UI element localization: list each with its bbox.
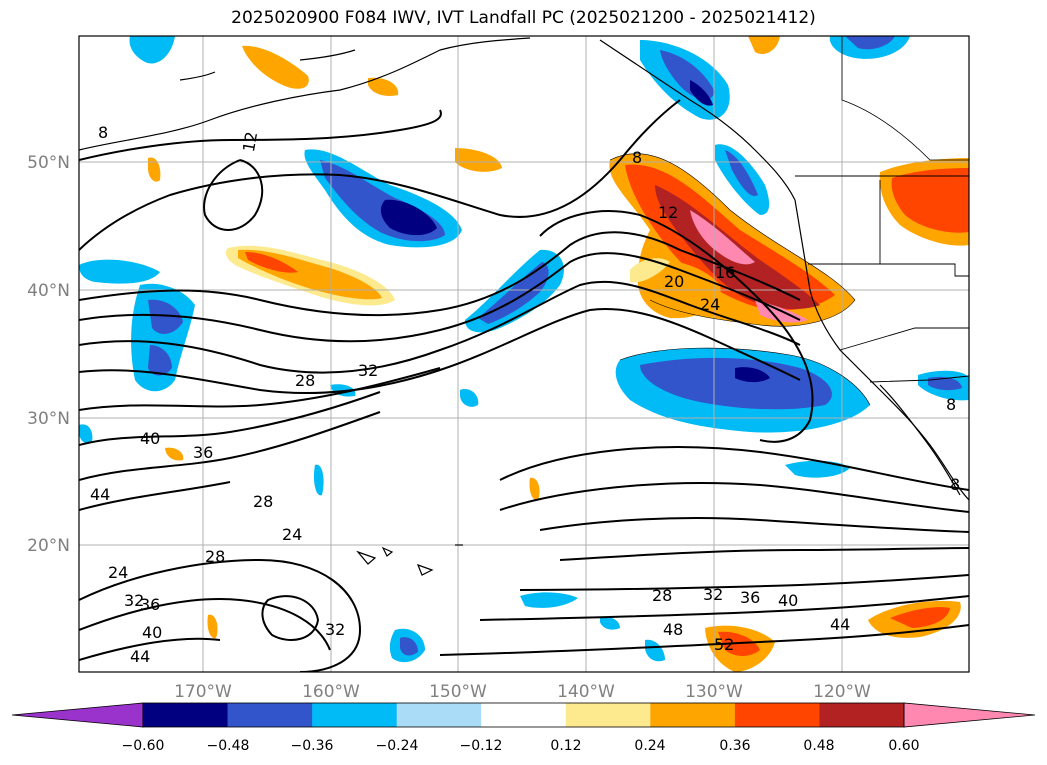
- contour-label: 40: [142, 623, 162, 642]
- contour-label: 8: [946, 395, 956, 414]
- contour-label: 48: [663, 620, 683, 639]
- contour-label: 52: [714, 635, 734, 654]
- contour-label: 16: [715, 263, 735, 282]
- lon-label-130w: 130°W: [685, 682, 743, 702]
- contour-label: 8: [632, 148, 642, 167]
- latitude-labels: 50°N 40°N 30°N 20°N: [27, 153, 70, 556]
- colorbar-tick-label: −0.24: [376, 738, 419, 754]
- iwv-contours: [79, 99, 969, 672]
- contour-label: 28: [295, 371, 315, 390]
- map-title: 2025020900 F084 IWV, IVT Landfall PC (20…: [231, 8, 816, 28]
- colorbar-segment: [312, 703, 398, 727]
- contour-label: 28: [205, 547, 225, 566]
- colorbar-segment: [481, 703, 567, 727]
- colorbar-tick-label: 0.60: [888, 738, 919, 754]
- longitude-labels: 170°W 160°W 150°W 140°W 130°W 120°W: [174, 682, 871, 702]
- lon-label-160w: 160°W: [302, 682, 360, 702]
- negative-anomaly-west: [79, 259, 160, 284]
- colorbar-segment: [819, 703, 905, 727]
- colorbar-segment: [734, 703, 820, 727]
- colorbar-frame: [142, 702, 905, 728]
- colorbar-tick-label: −0.60: [122, 738, 165, 754]
- colorbar-labels: −0.60 −0.48 −0.36 −0.24 −0.12 0.12 0.24 …: [122, 738, 920, 754]
- plot-frame: [78, 35, 970, 673]
- lat-label-40n: 40°N: [27, 281, 70, 301]
- colorbar-extension-low: [11, 702, 144, 728]
- contour-label: 44: [130, 647, 150, 666]
- contour-label: 32: [325, 620, 345, 639]
- lon-label-140w: 140°W: [557, 682, 615, 702]
- contour-label: 36: [140, 595, 160, 614]
- colorbar-segment: [650, 703, 736, 727]
- contour-label: 44: [830, 615, 850, 634]
- contour-label: 40: [778, 591, 798, 610]
- contour-label: 32: [703, 585, 723, 604]
- colorbar-segment: [565, 703, 651, 727]
- contour-label: 28: [652, 586, 672, 605]
- colorbar-tick-label: 0.48: [803, 738, 834, 754]
- lon-label-120w: 120°W: [813, 682, 871, 702]
- contour-labels: 8 12 8 12 16 20 24 28 32 40 36 44 28 24 …: [90, 123, 960, 666]
- colorbar-segments: [11, 702, 1036, 728]
- anomaly-outlines: [609, 153, 871, 406]
- lat-label-30n: 30°N: [27, 409, 70, 429]
- colorbar-tick-label: −0.12: [460, 738, 503, 754]
- contour-label: 40: [140, 429, 160, 448]
- colorbar-segment: [227, 703, 313, 727]
- contour-label: 24: [108, 563, 128, 582]
- graticule: [79, 36, 969, 672]
- colorbar-tick-label: 0.24: [634, 738, 665, 754]
- contour-label: 12: [239, 130, 261, 153]
- colorbar-tick-label: −0.48: [207, 738, 250, 754]
- lon-label-150w: 150°W: [429, 682, 487, 702]
- coastlines: [79, 36, 969, 576]
- contour-label: 44: [90, 485, 110, 504]
- contour-label: 12: [658, 203, 678, 222]
- plot-area: [79, 36, 969, 672]
- contour-label: 24: [700, 295, 720, 314]
- colorbar-segment: [396, 703, 482, 727]
- colorbar-tick-label: 0.36: [719, 738, 750, 754]
- lon-label-170w: 170°W: [174, 682, 232, 702]
- contour-label: 28: [253, 492, 273, 511]
- contour-label: 20: [664, 272, 684, 291]
- contour-label: 24: [282, 525, 302, 544]
- colorbar-tick-label: 0.12: [550, 738, 581, 754]
- contour-label: 36: [193, 443, 213, 462]
- positive-anomaly-peak: [690, 210, 755, 265]
- colorbar-segment: [143, 703, 229, 727]
- colorbar-extension-high: [903, 702, 1036, 728]
- colorbar-tick-label: −0.36: [291, 738, 334, 754]
- contour-label: 32: [124, 591, 144, 610]
- colorbar: −0.60 −0.48 −0.36 −0.24 −0.12 0.12 0.24 …: [11, 702, 1036, 754]
- lat-label-20n: 20°N: [27, 536, 70, 556]
- contour-label: 32: [358, 361, 378, 380]
- contour-label: 8: [950, 475, 960, 494]
- contour-label: 8: [98, 123, 108, 142]
- contour-label: 36: [740, 588, 760, 607]
- lat-label-50n: 50°N: [27, 153, 70, 173]
